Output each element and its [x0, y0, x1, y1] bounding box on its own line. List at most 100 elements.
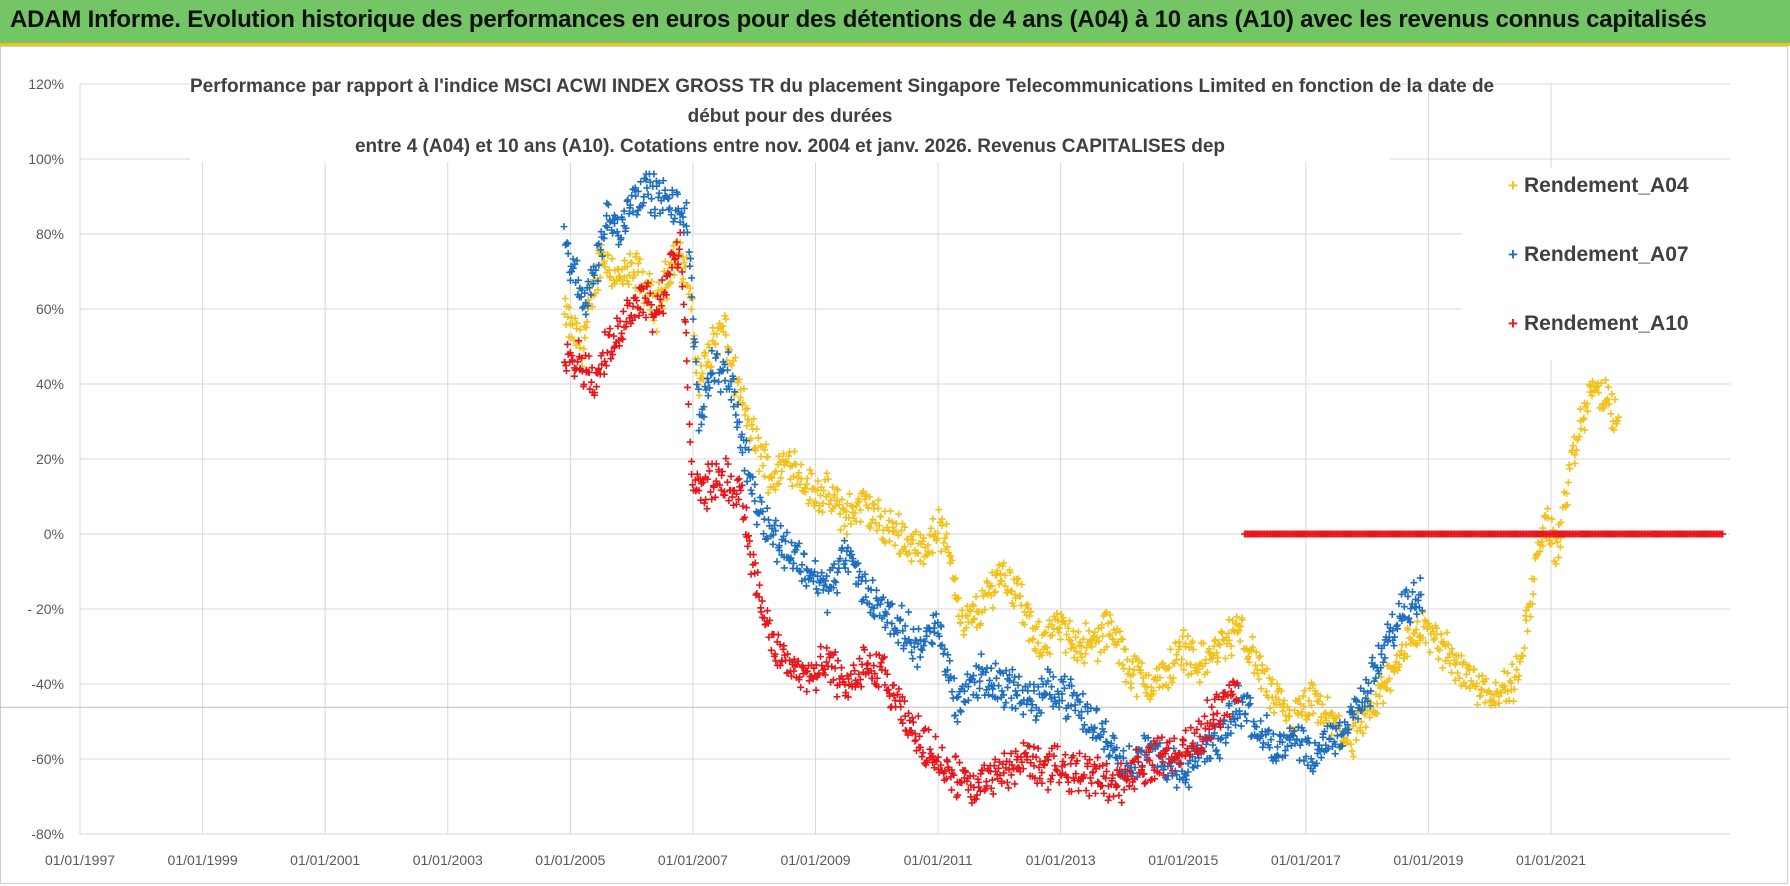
- data-point-a10: [1084, 762, 1092, 770]
- data-point-a04: [596, 274, 604, 282]
- data-point-a04: [1533, 551, 1541, 559]
- data-point-a07: [822, 577, 830, 585]
- data-point-a07: [731, 388, 739, 396]
- data-point-a04: [1074, 628, 1082, 636]
- data-point-a04: [1225, 636, 1233, 644]
- data-point-a07: [661, 186, 669, 194]
- data-point-a04: [988, 582, 996, 590]
- data-point-a07: [840, 560, 848, 568]
- data-point-a04: [1053, 609, 1061, 617]
- data-point-a04: [721, 312, 729, 320]
- data-point-a04: [1466, 684, 1474, 692]
- data-point-a04: [852, 502, 860, 510]
- data-point-a07: [775, 542, 783, 550]
- data-point-a07: [734, 401, 742, 409]
- data-point-a04: [1185, 644, 1193, 652]
- data-point-a07: [836, 555, 844, 563]
- data-point-a07: [1087, 704, 1095, 712]
- data-point-a07: [1091, 724, 1099, 732]
- data-point-a07: [894, 629, 902, 637]
- data-point-a07: [854, 559, 862, 567]
- data-point-a10: [856, 655, 864, 663]
- data-point-a07: [811, 557, 819, 565]
- data-point-a07: [950, 674, 958, 682]
- data-point-a04: [905, 549, 913, 557]
- data-point-a10: [930, 764, 938, 772]
- data-point-a07: [740, 467, 748, 475]
- data-point-a07: [1331, 740, 1339, 748]
- data-point-a10: [1196, 733, 1204, 741]
- data-point-a07: [1266, 744, 1274, 752]
- data-point-a10: [972, 795, 980, 803]
- data-point-a07: [701, 383, 709, 391]
- data-point-a04: [1123, 656, 1131, 664]
- data-point-a10: [675, 252, 683, 260]
- data-point-a10: [1018, 758, 1026, 766]
- data-point-a10: [880, 653, 888, 661]
- data-point-a10: [1000, 749, 1008, 757]
- data-point-a07: [686, 262, 694, 270]
- data-point-a10: [956, 759, 964, 767]
- data-point-a04: [846, 490, 854, 498]
- data-point-a10: [1109, 771, 1117, 779]
- data-point-a04: [1249, 643, 1257, 651]
- data-point-a10: [1121, 766, 1129, 774]
- data-point-a07: [769, 540, 777, 548]
- data-point-a10: [1226, 713, 1234, 721]
- data-point-a07: [690, 343, 698, 351]
- data-point-a10: [1120, 786, 1128, 794]
- data-point-a10: [883, 670, 891, 678]
- data-point-a04: [646, 306, 654, 314]
- data-point-a10: [821, 671, 829, 679]
- data-point-a10: [929, 752, 937, 760]
- data-point-a04: [582, 324, 590, 332]
- data-point-a04: [745, 416, 753, 424]
- data-point-a04: [1307, 701, 1315, 709]
- data-point-a04: [1286, 712, 1294, 720]
- data-point-a10: [646, 289, 654, 297]
- data-point-a07: [1413, 610, 1421, 618]
- data-point-a07: [976, 677, 984, 685]
- data-point-a04: [1521, 612, 1529, 620]
- data-point-a04: [707, 362, 715, 370]
- data-point-a04: [1103, 608, 1111, 616]
- data-point-a04: [1522, 616, 1530, 624]
- data-point-a10: [675, 245, 683, 253]
- data-point-a07: [571, 260, 579, 268]
- data-point-a07: [1119, 754, 1127, 762]
- data-point-a04: [698, 370, 706, 378]
- data-point-a07: [1106, 751, 1114, 759]
- data-point-a10: [716, 481, 724, 489]
- data-point-a10: [635, 312, 643, 320]
- data-point-a10: [595, 365, 603, 373]
- data-point-a04: [814, 477, 822, 485]
- data-point-a04: [591, 289, 599, 297]
- data-point-a10: [1053, 742, 1061, 750]
- data-point-a10: [937, 761, 945, 769]
- data-point-a10: [978, 767, 986, 775]
- data-point-a10: [592, 383, 600, 391]
- data-point-a07: [708, 347, 716, 355]
- data-point-a10: [988, 776, 996, 784]
- data-point-a07: [938, 641, 946, 649]
- data-point-a10: [1076, 749, 1084, 757]
- data-point-a04: [912, 528, 920, 536]
- data-point-a04: [1305, 697, 1313, 705]
- data-point-a10: [754, 568, 762, 576]
- data-point-a04: [621, 257, 629, 265]
- data-point-a04: [1474, 701, 1482, 709]
- data-point-a04: [1097, 648, 1104, 656]
- data-point-a04: [1335, 712, 1343, 720]
- data-point-a07: [644, 190, 652, 198]
- data-point-a10: [733, 490, 741, 498]
- data-point-a04: [1034, 639, 1042, 647]
- data-point-a04: [1556, 543, 1564, 551]
- data-point-a10: [601, 357, 609, 365]
- data-point-a04: [681, 264, 689, 272]
- data-point-a04: [995, 561, 1003, 569]
- data-point-a04: [843, 500, 851, 508]
- data-point-a04: [576, 326, 584, 334]
- data-point-a07: [1257, 732, 1265, 740]
- data-point-a04: [1188, 637, 1196, 645]
- data-point-a07: [1307, 755, 1315, 763]
